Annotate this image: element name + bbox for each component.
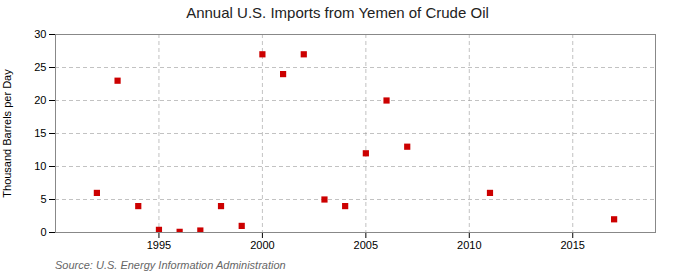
svg-text:2000: 2000 [250,239,274,251]
svg-text:2015: 2015 [560,239,584,251]
svg-text:1995: 1995 [147,239,171,251]
svg-text:2005: 2005 [354,239,378,251]
html-text:Annual U.S. Imports from Yemen: Annual U.S. Imports from Yemen of Crude … [186,4,489,21]
html-text:Source: U.S. Energy Informatio: Source: U.S. Energy Information Administ… [55,259,286,271]
svg-text:5: 5 [40,193,46,205]
svg-text:2010: 2010 [457,239,481,251]
svg-text:10: 10 [34,160,46,172]
svg-text:0: 0 [40,226,46,238]
svg-text:15: 15 [34,127,46,139]
svg-text:Thousand Barrels per Day: Thousand Barrels per Day [1,69,13,198]
svg-text:20: 20 [34,94,46,106]
svg-text:25: 25 [34,61,46,73]
svg-text:30: 30 [34,28,46,40]
